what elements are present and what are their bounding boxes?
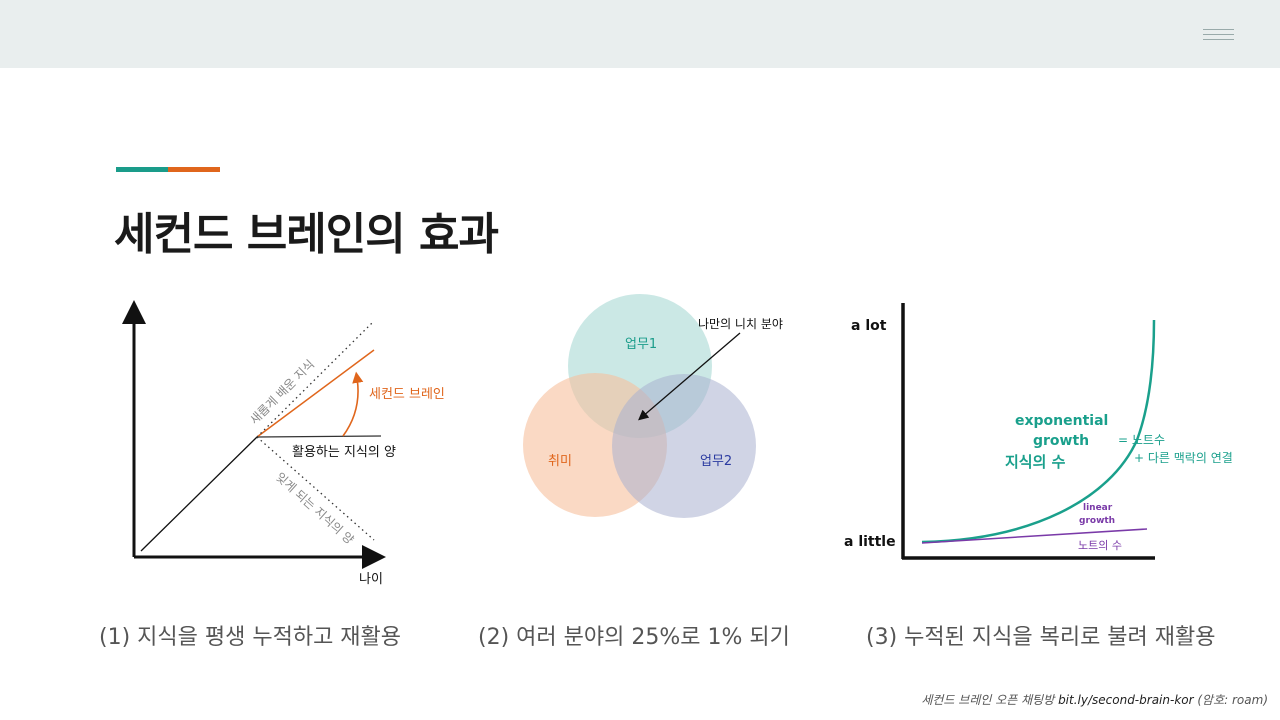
exp-note-1: = 노트수 <box>1118 433 1165 447</box>
caption-2: (2) 여러 분야의 25%로 1% 되기 <box>478 625 790 650</box>
lin-label-1: linear <box>1083 503 1113 513</box>
venn-circle-work2 <box>612 374 756 518</box>
second-brain-line <box>256 349 375 438</box>
footer-prefix: 세컨드 브레인 오픈 채팅방 <box>921 693 1055 707</box>
niche-arrow <box>638 332 741 421</box>
exp-label-ko: 지식의 수 <box>1005 453 1066 471</box>
niche-label: 나만의 니치 분야 <box>698 317 783 331</box>
venn-label-work1: 업무1 <box>625 337 657 352</box>
figure1-knowledge-graph: 세컨드 브레인 활용하는 지식의 양 새롭게 배운 지식 잊게 되는 지식의 양… <box>122 300 445 587</box>
linear-line <box>921 528 1148 544</box>
forgotten-label: 잊게 되는 지식의 양 <box>273 470 357 547</box>
figure2-venn: 업무1 취미 업무2 나만의 니치 분야 <box>523 294 783 518</box>
figure3-growth-chart: a lot a little exponential growth 지식의 수 … <box>844 303 1233 560</box>
new-knowledge-label: 새롭게 배운 지식 <box>247 357 317 427</box>
second-brain-arrow <box>342 371 364 437</box>
lin-label-2: growth <box>1079 516 1115 526</box>
x-axis-label: 나이 <box>359 572 383 587</box>
venn-label-hobby: 취미 <box>548 454 572 469</box>
forgotten-line <box>256 436 375 541</box>
footer-suffix: (암호: roam) <box>1197 693 1268 707</box>
hamburger-menu-icon[interactable] <box>1203 29 1234 41</box>
venn-label-work2: 업무2 <box>700 454 732 469</box>
y-bottom-label: a little <box>844 534 896 550</box>
used-knowledge-label: 활용하는 지식의 양 <box>292 445 396 460</box>
second-brain-label: 세컨드 브레인 <box>369 387 445 402</box>
lin-label-ko: 노트의 수 <box>1078 539 1122 552</box>
growth-line <box>140 436 258 552</box>
exp-label-1: exponential <box>1015 413 1108 429</box>
new-knowledge-line <box>256 322 373 438</box>
footer-link[interactable]: bit.ly/second-brain-kor <box>1058 693 1194 707</box>
y-top-label: a lot <box>851 318 887 334</box>
footer-note: 세컨드 브레인 오픈 채팅방 bit.ly/second-brain-kor (… <box>921 691 1268 708</box>
caption-1: (1) 지식을 평생 누적하고 재활용 <box>99 625 402 650</box>
caption-3: (3) 누적된 지식을 복리로 불려 재활용 <box>866 625 1216 650</box>
top-bar <box>0 0 1280 68</box>
used-knowledge-line <box>256 435 382 438</box>
page-title: 세컨드 브레인의 효과 <box>114 209 499 260</box>
exp-label-2: growth <box>1033 433 1089 449</box>
exp-note-2: + 다른 맥락의 연결 <box>1134 451 1233 465</box>
accent-bar-teal <box>116 167 168 172</box>
exponential-curve <box>921 319 1156 544</box>
accent-bar-orange <box>168 167 220 172</box>
